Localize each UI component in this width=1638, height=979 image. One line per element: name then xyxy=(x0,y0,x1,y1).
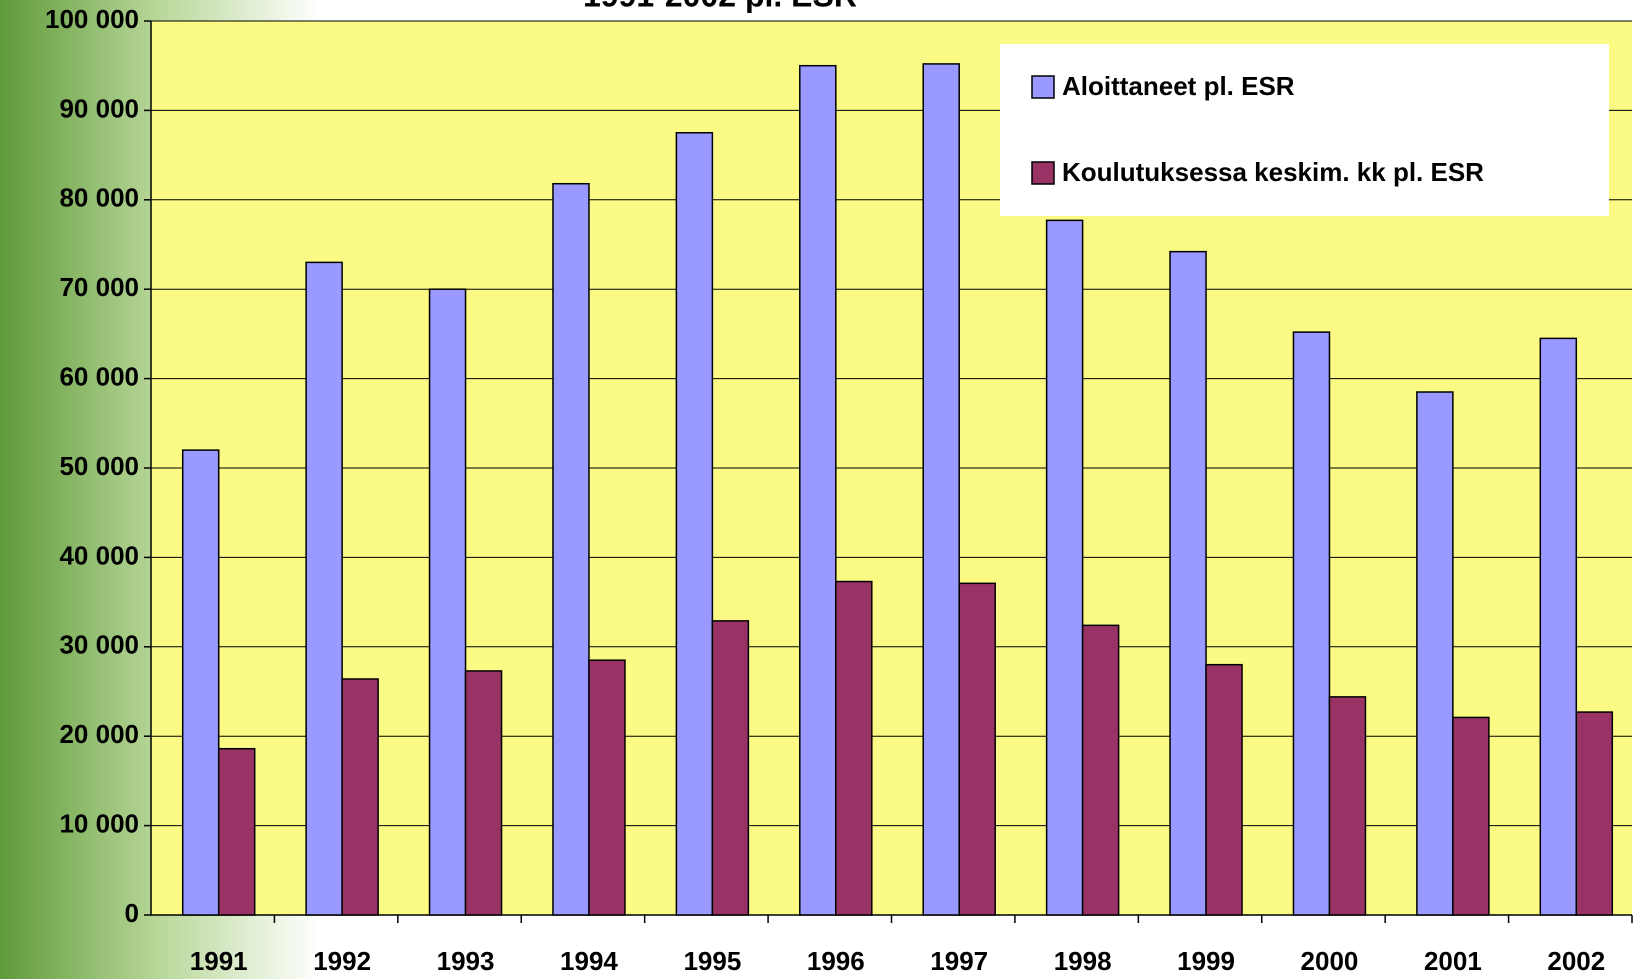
y-tick-label: 60 000 xyxy=(59,361,139,391)
bar xyxy=(1169,250,1207,916)
x-tick-label: 2001 xyxy=(1424,946,1482,976)
bar xyxy=(464,670,503,916)
bar xyxy=(1205,663,1243,916)
x-tick-label: 1998 xyxy=(1054,946,1112,976)
y-tick-label: 0 xyxy=(125,898,139,928)
y-tick-label: 50 000 xyxy=(59,451,139,481)
y-tick-label: 80 000 xyxy=(59,183,139,213)
bar xyxy=(217,747,256,916)
bar xyxy=(181,449,220,916)
bar xyxy=(305,261,343,916)
y-tick-label: 10 000 xyxy=(59,808,139,838)
bar xyxy=(1081,624,1120,916)
y-tick-label: 20 000 xyxy=(59,719,139,749)
legend-swatch xyxy=(1031,161,1055,185)
x-tick-label: 1997 xyxy=(930,946,988,976)
bar xyxy=(711,620,750,916)
x-tick-label: 1992 xyxy=(313,946,371,976)
bar xyxy=(958,582,996,916)
x-tick-label: 2000 xyxy=(1301,946,1359,976)
bar xyxy=(1416,391,1454,916)
bar xyxy=(1452,716,1490,916)
bar xyxy=(552,182,590,916)
y-tick-label: 30 000 xyxy=(59,630,139,660)
bar xyxy=(1292,331,1331,916)
bar xyxy=(1045,219,1084,916)
bar xyxy=(1575,711,1614,916)
x-tick-label: 1996 xyxy=(807,946,865,976)
legend-label: Aloittaneet pl. ESR xyxy=(1062,71,1295,101)
legend-swatch xyxy=(1031,75,1055,99)
bar xyxy=(922,63,960,916)
bar xyxy=(1539,337,1578,916)
bar xyxy=(1328,696,1367,916)
x-tick-label: 1999 xyxy=(1177,946,1235,976)
y-tick-label: 70 000 xyxy=(59,272,139,302)
bar xyxy=(341,678,379,916)
x-tick-label: 1994 xyxy=(560,946,618,976)
x-tick-label: 1991 xyxy=(190,946,248,976)
x-tick-label: 1995 xyxy=(683,946,741,976)
bar xyxy=(799,64,837,916)
bar xyxy=(428,288,467,916)
y-tick-label: 40 000 xyxy=(59,540,139,570)
y-tick-label: 90 000 xyxy=(59,93,139,123)
y-tick-label: 100 000 xyxy=(45,4,139,34)
legend-label: Koulutuksessa keskim. kk pl. ESR xyxy=(1062,157,1484,187)
x-tick-label: 2002 xyxy=(1547,946,1605,976)
legend-box xyxy=(1000,44,1609,216)
bar xyxy=(588,659,626,916)
bar xyxy=(675,132,714,916)
chart-title: 1991-2002 pl. ESR xyxy=(583,0,857,13)
bar xyxy=(835,580,873,916)
x-tick-label: 1993 xyxy=(437,946,495,976)
